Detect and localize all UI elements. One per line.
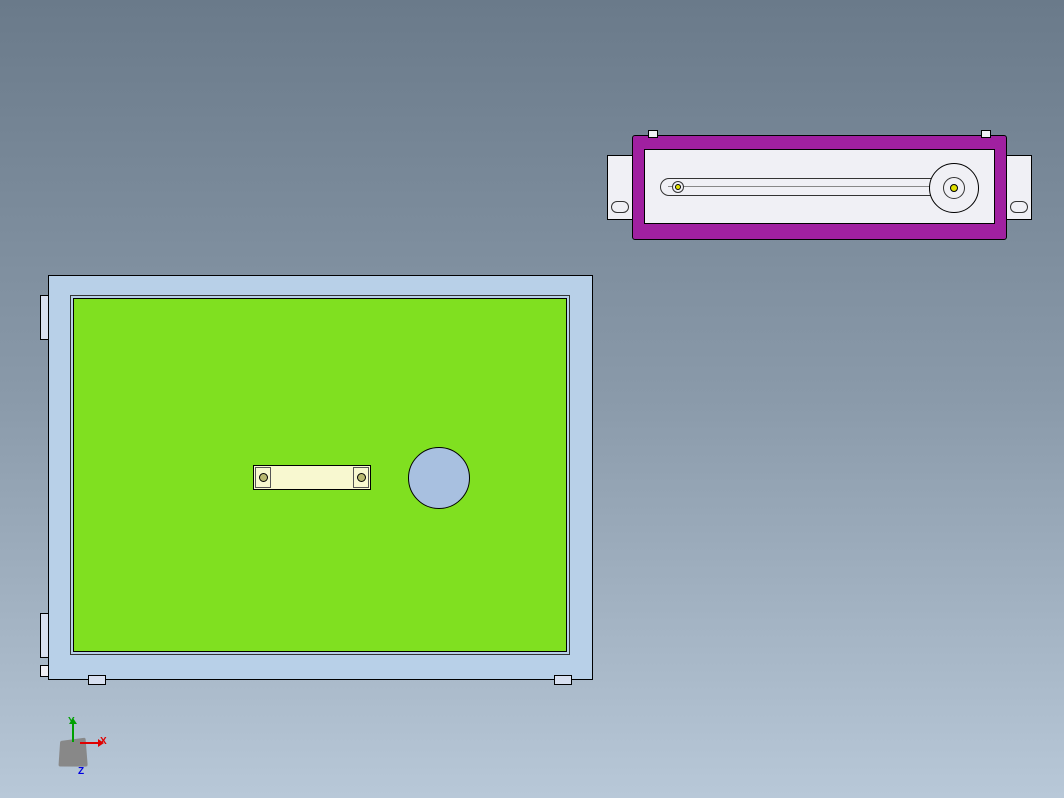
cad-viewport[interactable]: X Y Z	[0, 0, 1064, 798]
y-axis-label: Y	[68, 716, 75, 727]
small-boss-center	[675, 184, 681, 190]
purple-assembly-model[interactable]	[612, 135, 1027, 240]
green-assembly-model[interactable]	[18, 275, 586, 675]
foot	[554, 675, 572, 685]
top-tab	[981, 130, 991, 138]
x-axis-label: X	[100, 736, 107, 747]
z-axis-label: Z	[78, 766, 84, 777]
top-tab	[648, 130, 658, 138]
access-port	[408, 447, 470, 509]
bracket-slot	[611, 201, 629, 213]
slot-centerline	[668, 186, 942, 188]
latch-screw	[259, 473, 268, 482]
latch-screw	[357, 473, 366, 482]
foot	[88, 675, 106, 685]
x-axis-arrow	[80, 742, 100, 744]
large-boss-center	[950, 184, 958, 192]
view-triad[interactable]: X Y Z	[58, 728, 118, 778]
bracket-slot	[1010, 201, 1028, 213]
